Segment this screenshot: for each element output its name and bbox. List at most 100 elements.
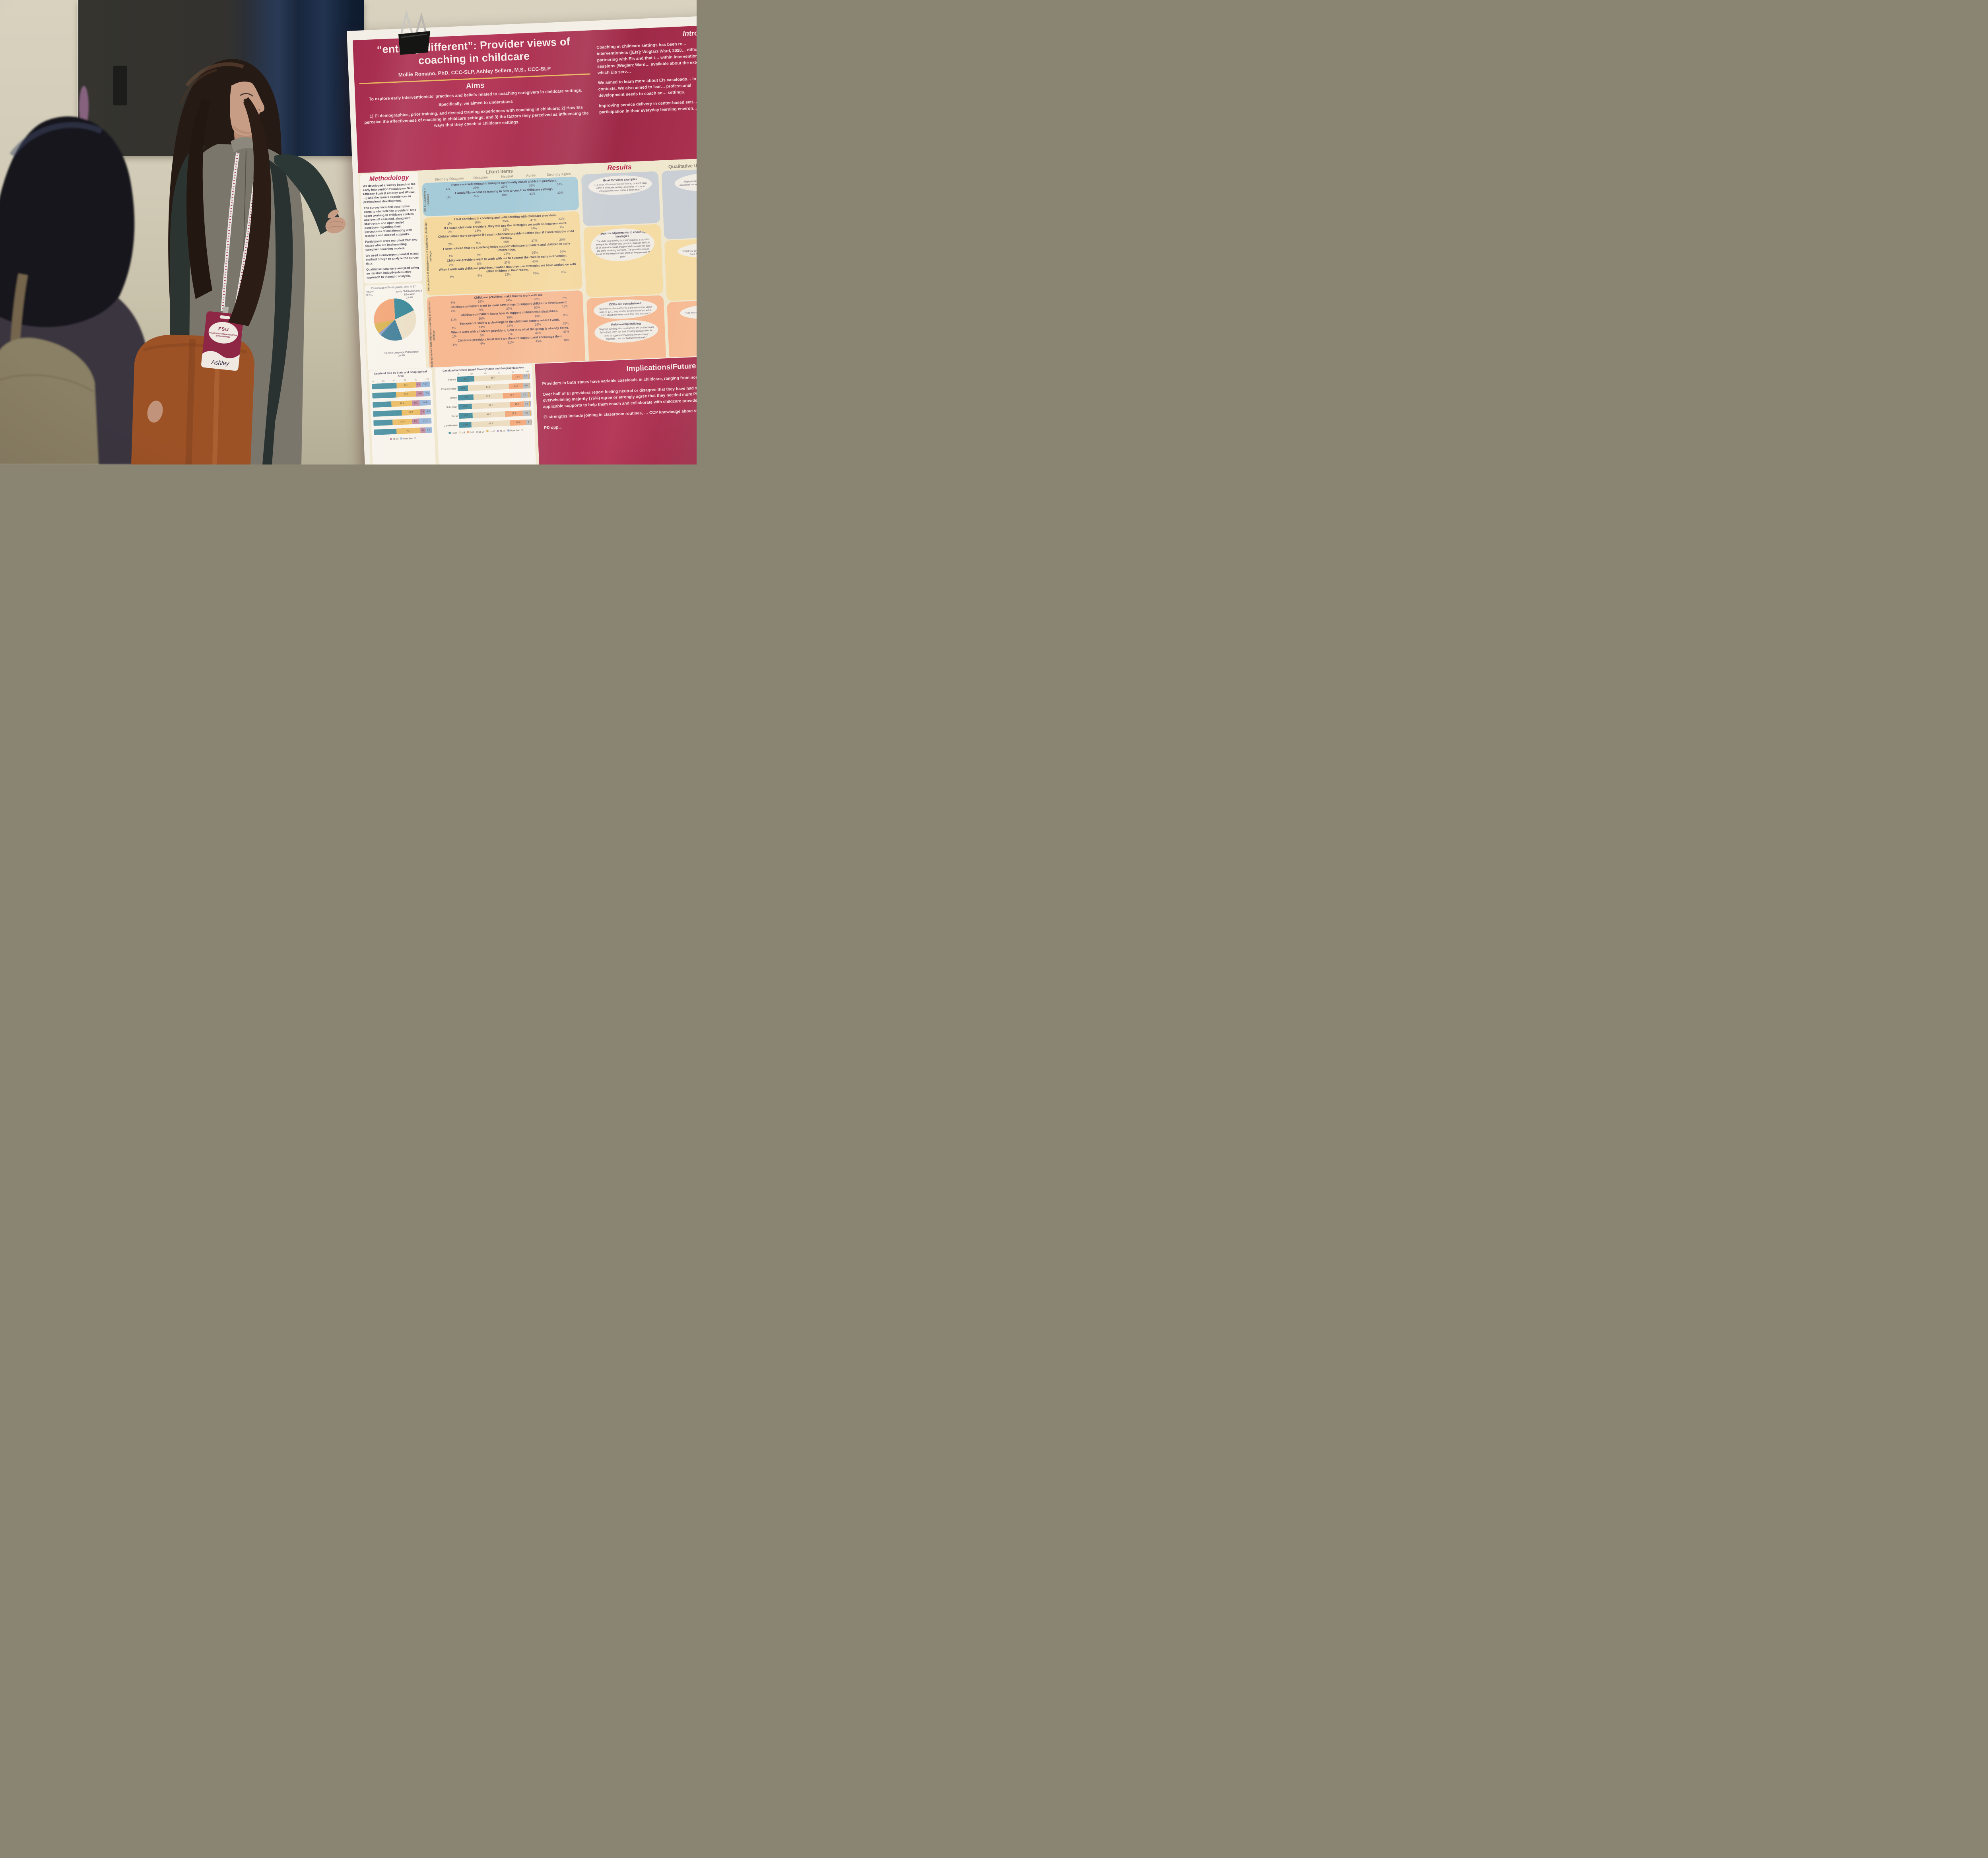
chart-row: 32.9 8.6 17.1 bbox=[373, 418, 432, 426]
pie-chart-title: Percentage of Participants Roles in EI* bbox=[371, 285, 417, 290]
bar-track: 16.1 59.8 16.7 3.8 bbox=[458, 401, 531, 410]
scale-label: Agree bbox=[526, 173, 536, 178]
qualitative-band-2: Ratios“The management … to staff turnove… bbox=[667, 296, 697, 360]
bar-segment: 13.9 bbox=[459, 422, 472, 428]
likert-value: 1% bbox=[452, 334, 457, 338]
bar-segment: 58.7 bbox=[474, 374, 512, 382]
center-based-caseload-chart: Caseload in Center-Based Care by State a… bbox=[435, 364, 537, 464]
bar-segment: 17.6 bbox=[509, 383, 524, 390]
bar-segment: 58.3 bbox=[471, 420, 511, 428]
bar-track: 19.5 44.4 24.2 7.4 bbox=[458, 392, 531, 401]
likert-value: 8% bbox=[561, 270, 566, 274]
legend-chip bbox=[476, 431, 478, 433]
scale-label: Neutral bbox=[501, 174, 513, 179]
legend-chip bbox=[390, 438, 392, 440]
legend-chip bbox=[486, 430, 489, 433]
likert-value: 32% bbox=[503, 227, 509, 232]
finger-lines bbox=[329, 221, 344, 228]
likert-value: 9% bbox=[479, 308, 483, 312]
badge-name: Ashley bbox=[210, 359, 230, 367]
likert-value: 2% bbox=[449, 262, 454, 267]
likert-value: 15% bbox=[475, 229, 481, 233]
chart-row: Urban 19.5 44.4 24.2 7.4 bbox=[439, 392, 531, 402]
pie-chart bbox=[373, 297, 417, 342]
pie-label-other: Other** 22.1% bbox=[365, 291, 374, 297]
axis-tick: 20 bbox=[470, 373, 473, 376]
likert-value: 14% bbox=[507, 324, 513, 328]
bar-segment: 24.2 bbox=[503, 392, 521, 399]
bar-segment: 32.9 bbox=[392, 418, 412, 425]
likert-value: 26% bbox=[559, 237, 565, 242]
likert-value: 1% bbox=[447, 222, 452, 226]
likert-value: 43% bbox=[529, 192, 536, 196]
bar-track: 10.3 64.9 17.6 4.6 bbox=[457, 383, 531, 392]
likert-value: 3% bbox=[563, 313, 568, 317]
bar-segment: 14.8 bbox=[419, 399, 431, 406]
results-band-1: Requires adjustments to coaching strateg… bbox=[583, 224, 664, 297]
likert-value: 6% bbox=[476, 253, 481, 257]
methodology-paragraph: We used a convergent parallel mixed meth… bbox=[365, 252, 419, 266]
intro-paragraph: Coaching in childcare settings has been … bbox=[596, 41, 697, 76]
bar-segment bbox=[531, 410, 532, 416]
wall-panel bbox=[113, 66, 127, 105]
legend-item: 1-5 bbox=[459, 431, 465, 435]
chart-legend: 41-60 More than 60 bbox=[374, 436, 432, 441]
bar-segment: 8.6 bbox=[412, 418, 419, 424]
axis-tick: 60 bbox=[404, 379, 406, 382]
likert-value: 50% bbox=[534, 305, 540, 310]
qualitative-bubble-title: PD content bbox=[678, 173, 697, 180]
bar-track: 35.2 9.3 14.8 bbox=[373, 399, 431, 408]
results-bubble-quote: “…a lot of video examples of how to do e… bbox=[593, 181, 647, 193]
qualitative-bubble: PD content“Opportunities to … new provid… bbox=[674, 170, 697, 193]
bar-segment: 6.8 bbox=[425, 427, 432, 433]
likert-value: 33% bbox=[557, 191, 564, 195]
intro-paragraph: Improving service delivery in center-bas… bbox=[599, 99, 697, 115]
name-badge: FSU COLLEGE OF COMMUNICATION & INFORMATI… bbox=[201, 306, 244, 371]
results-bubble: Requires adjustments to coaching strateg… bbox=[590, 227, 655, 262]
lanyard-strap-left-text bbox=[222, 152, 239, 311]
likert-value: 2% bbox=[451, 309, 456, 313]
likert-value: 35% bbox=[529, 183, 535, 188]
bar-segment: 20.6 bbox=[510, 420, 527, 426]
chart-category: Urban bbox=[450, 396, 457, 400]
left-hand bbox=[147, 400, 163, 423]
likert-band-0: PD for coaching in childcare I have recei… bbox=[422, 176, 579, 217]
lanyard-strap-left bbox=[221, 152, 240, 311]
bar-segment bbox=[374, 428, 397, 435]
palm bbox=[325, 217, 346, 233]
zipper bbox=[241, 150, 247, 333]
likert-value: 37% bbox=[531, 239, 538, 243]
chart-row: 35.2 9.3 14.8 bbox=[373, 399, 431, 408]
research-poster: “entirely different”: Provider views of … bbox=[347, 12, 697, 464]
likert-value: 35% bbox=[563, 321, 569, 325]
bar-segment: 7.3 bbox=[522, 410, 530, 416]
legend-chip bbox=[400, 437, 403, 440]
axis-tick: 40 bbox=[484, 372, 487, 375]
chart-row: 41.1 4.1 6.8 bbox=[374, 427, 432, 435]
likert-value: 1% bbox=[452, 326, 456, 330]
likert-value: 5% bbox=[480, 333, 485, 337]
bar-track: 29.7 4.5 5.8 bbox=[373, 408, 431, 417]
likert-value: 26% bbox=[503, 240, 510, 244]
lanyard-strap-right bbox=[233, 153, 260, 313]
qualitative-bubble: Perceptions of effectiveness“Childcare c… bbox=[677, 240, 697, 259]
chart-title: Caseload Size by State and Geographical … bbox=[374, 370, 427, 378]
likert-value: 41% bbox=[535, 331, 542, 335]
likert-value: 44% bbox=[530, 226, 537, 231]
poster-middle-band: Methodology We developed a survey based … bbox=[358, 154, 697, 370]
likert-band-2: Perceived factors that influence coachin… bbox=[427, 290, 586, 370]
wall-seam bbox=[77, 0, 78, 156]
bar-segment: 9.3 bbox=[412, 400, 420, 406]
likert-value: 7% bbox=[508, 332, 513, 336]
likert-value: 14% bbox=[479, 325, 485, 329]
badge-logo-oval bbox=[208, 322, 238, 344]
likert-value: 6% bbox=[477, 274, 482, 278]
likert-value: 8% bbox=[477, 261, 482, 266]
likert-value: 31% bbox=[507, 340, 514, 345]
likert-value: 55% bbox=[532, 251, 538, 255]
bar-segment: 10.2 bbox=[421, 381, 430, 387]
likert-value: 43% bbox=[532, 271, 539, 276]
methodology-card: Methodology We developed a survey based … bbox=[360, 171, 423, 284]
bar-segment: 49.6 bbox=[472, 411, 505, 419]
qualitative-bubble-title: Perceptions of effectiveness bbox=[681, 243, 697, 249]
